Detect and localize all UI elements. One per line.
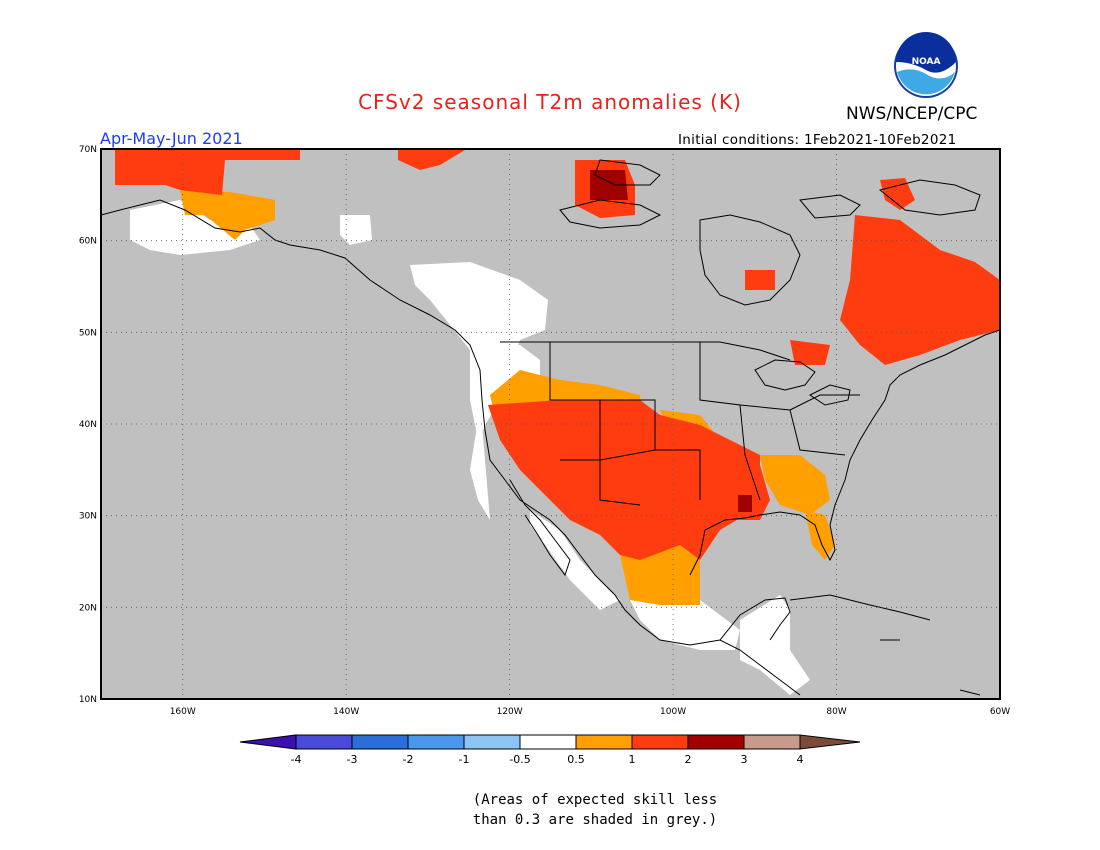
skill-note-line1: (Areas of expected skill less <box>472 792 718 808</box>
coastline-segment <box>559 199 662 229</box>
coastline-segment <box>689 479 846 576</box>
skill-note-line2: than 0.3 are shaded in grey.) <box>472 812 718 828</box>
neutral-region-central-america <box>740 595 810 695</box>
longitude-label: 120W <box>497 707 523 717</box>
anomaly-region-alaska-orange <box>180 190 275 240</box>
coastline-segment <box>599 449 656 506</box>
organization-label: NWS/NCEP/CPC <box>846 104 978 124</box>
neutral-region-baja <box>530 510 620 610</box>
latitude-label: 40N <box>79 420 97 430</box>
anomaly-region-gulf-darkred <box>738 495 752 512</box>
coastline-segment <box>101 199 801 696</box>
colorbar-segment <box>239 734 297 750</box>
coastline-segment <box>844 329 1000 481</box>
coastline-segment <box>594 159 661 186</box>
colorbar-segment <box>407 734 465 750</box>
latitude-labels: 70N 60N 50N 40N 30N 20N 10N <box>79 145 97 705</box>
anomaly-region-ontario <box>790 340 830 365</box>
colorbar-segment <box>519 734 577 750</box>
colorbar-tick-label: 4 <box>797 753 804 766</box>
chart-title: CFSv2 seasonal T2m anomalies (K) <box>358 90 742 114</box>
coastline-segment <box>699 214 801 306</box>
initial-conditions: Initial conditions: 1Feb2021-10Feb2021 <box>678 132 957 148</box>
gridlines <box>101 149 1000 699</box>
coastline-segment <box>754 359 816 391</box>
coastline-segment <box>699 342 746 456</box>
colorbar-tick-label: -0.5 <box>509 753 530 766</box>
latitude-label: 10N <box>79 695 97 705</box>
longitude-labels: 160W 140W 120W 100W 80W 60W <box>170 707 1011 717</box>
latitude-label: 70N <box>79 145 97 155</box>
colorbar-segment <box>799 734 861 750</box>
coastline-segment <box>878 179 981 216</box>
anomaly-region-quebec <box>840 215 1000 365</box>
anomaly-region-hudson <box>745 270 775 290</box>
coastline-segment <box>719 597 791 641</box>
colorbar-tick-label: 0.5 <box>567 753 585 766</box>
colorbar-tick-label: 3 <box>741 753 748 766</box>
anomaly-region-alaska-red <box>115 150 300 195</box>
coastline-segment <box>789 594 931 621</box>
colorbar-tick-label: 2 <box>685 753 692 766</box>
neutral-region-alaska <box>130 200 260 255</box>
colorbar-segment <box>575 734 633 750</box>
coastline-segment <box>744 454 761 501</box>
coastline-segment <box>500 341 791 361</box>
coastline-segment <box>799 194 861 219</box>
colorbar-tick-label: 1 <box>629 753 636 766</box>
coastline-segment <box>509 479 571 577</box>
svg-text:NOAA: NOAA <box>912 57 941 67</box>
longitude-label: 140W <box>333 707 359 717</box>
anomaly-regions <box>115 150 1000 695</box>
anomaly-region-south-central <box>700 455 770 520</box>
coastline-segment <box>789 394 860 411</box>
colorbar-segment <box>631 734 689 750</box>
coastlines <box>101 159 1000 696</box>
anomaly-region-se-orange <box>760 455 830 515</box>
anomaly-region-greenland-edge <box>880 178 915 210</box>
latitude-label: 30N <box>79 512 97 522</box>
colorbar-tick-label: -1 <box>459 753 470 766</box>
longitude-label: 80W <box>826 707 846 717</box>
coastline-segment <box>739 404 846 456</box>
latitude-label: 60N <box>79 237 97 247</box>
forecast-period: Apr-May-Jun 2021 <box>100 129 243 148</box>
colorbar-segment <box>295 734 353 750</box>
anomaly-region-southwest-us <box>488 400 760 560</box>
colorbar-segment <box>463 734 521 750</box>
noaa-logo: NOAA <box>894 32 958 98</box>
latitude-label: 50N <box>79 328 97 338</box>
colorbar-segment <box>743 734 801 750</box>
longitude-label: 60W <box>990 707 1010 717</box>
colorbar-tick-label: -2 <box>403 753 414 766</box>
longitude-label: 100W <box>660 707 686 717</box>
colorbar-segment <box>351 734 409 750</box>
anomaly-region-arctic-north <box>398 150 465 170</box>
colorbar-tick-label: -3 <box>347 753 358 766</box>
map-frame <box>100 148 1001 700</box>
colorbar-tick-label: -4 <box>291 753 302 766</box>
colorbar: -4 -3 -2 -1 -0.5 0.5 1 2 3 4 <box>239 734 861 766</box>
anomaly-region-florida-orange <box>805 510 835 560</box>
neutral-region-bc <box>340 215 372 245</box>
longitude-label: 160W <box>170 707 196 717</box>
colorbar-segment <box>687 734 745 750</box>
latitude-label: 20N <box>79 603 97 613</box>
coastline-segment <box>959 689 981 696</box>
